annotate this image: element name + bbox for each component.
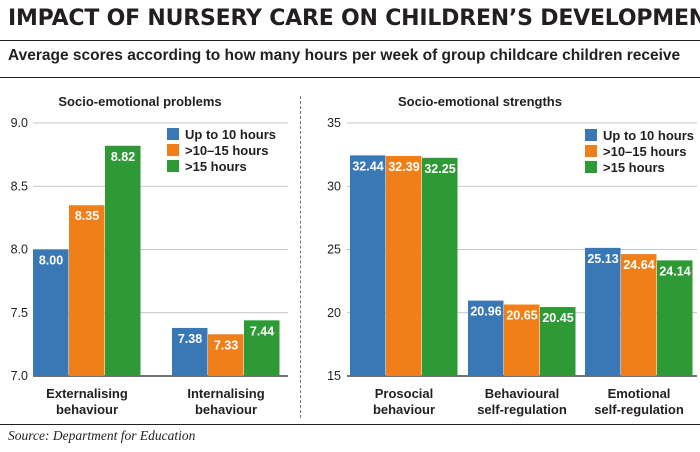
bar (422, 157, 458, 376)
subtitle-rule (0, 77, 700, 78)
legend-label: >10–15 hours (603, 144, 686, 159)
data-label: 7.44 (250, 324, 274, 338)
bar (105, 145, 141, 376)
data-label: 20.65 (506, 309, 537, 323)
chart-title: IMPACT OF NURSERY CARE ON CHILDREN’S DEV… (8, 6, 700, 31)
bar (540, 307, 576, 376)
data-label: 8.00 (39, 254, 63, 268)
legend-label: >15 hours (185, 159, 247, 174)
bar (386, 156, 422, 376)
data-label: 25.13 (587, 252, 618, 266)
category-label: behaviour (56, 402, 118, 417)
legend-label: >10–15 hours (185, 143, 268, 158)
data-label: 20.96 (470, 305, 501, 319)
panel-title: Socio-emotional problems (58, 94, 221, 109)
legend-swatch (167, 128, 179, 140)
bar (208, 334, 244, 376)
y-tick-label: 8.0 (11, 243, 28, 257)
bar (172, 327, 208, 376)
legend-label: >15 hours (603, 160, 665, 175)
data-label: 20.45 (542, 311, 573, 325)
footer-rule (0, 424, 700, 425)
panel-divider (300, 96, 301, 418)
category-label: Internalising (187, 386, 264, 401)
y-tick-label: 7.5 (11, 306, 28, 320)
y-tick-label: 25 (327, 243, 341, 257)
data-label: 32.44 (352, 159, 383, 173)
legend-swatch (585, 161, 597, 173)
bar (585, 247, 621, 376)
category-label: self-regulation (594, 402, 684, 417)
legend-swatch (585, 145, 597, 157)
data-label: 7.33 (214, 338, 238, 352)
data-label: 32.39 (388, 160, 419, 174)
bar (621, 254, 657, 376)
data-label: 8.35 (75, 209, 99, 223)
legend-label: Up to 10 hours (603, 128, 694, 143)
source-note: Source: Department for Education (8, 428, 196, 443)
category-label: Externalising (46, 386, 128, 401)
category-label: behaviour (373, 402, 435, 417)
bar (33, 249, 69, 376)
data-label: 24.64 (623, 258, 654, 272)
data-label: 24.14 (659, 264, 690, 278)
y-tick-label: 35 (327, 116, 341, 130)
chart-subtitle: Average scores according to how many hou… (8, 47, 681, 64)
y-tick-label: 30 (327, 179, 341, 193)
bar (69, 205, 105, 376)
legend-swatch (585, 129, 597, 141)
bar (350, 155, 386, 376)
title-rule (0, 40, 700, 41)
y-tick-label: 15 (327, 369, 341, 383)
data-label: 32.25 (424, 162, 455, 176)
y-tick-label: 7.0 (11, 369, 28, 383)
data-label: 7.38 (178, 332, 202, 346)
bar (468, 300, 504, 376)
legend-label: Up to 10 hours (185, 127, 276, 142)
bar (504, 304, 540, 376)
category-label: self-regulation (477, 402, 567, 417)
panel-title: Socio-emotional strengths (398, 94, 562, 109)
y-tick-label: 8.5 (11, 179, 28, 193)
bar (657, 260, 693, 376)
y-tick-label: 20 (327, 306, 341, 320)
legend-swatch (167, 160, 179, 172)
category-label: Emotional (608, 386, 671, 401)
legend-swatch (167, 144, 179, 156)
category-label: Prosocial (375, 386, 434, 401)
y-tick-label: 9.0 (11, 116, 28, 130)
category-label: Behavioural (485, 386, 559, 401)
data-label: 8.82 (111, 150, 135, 164)
bar (244, 320, 280, 376)
category-label: behaviour (195, 402, 257, 417)
